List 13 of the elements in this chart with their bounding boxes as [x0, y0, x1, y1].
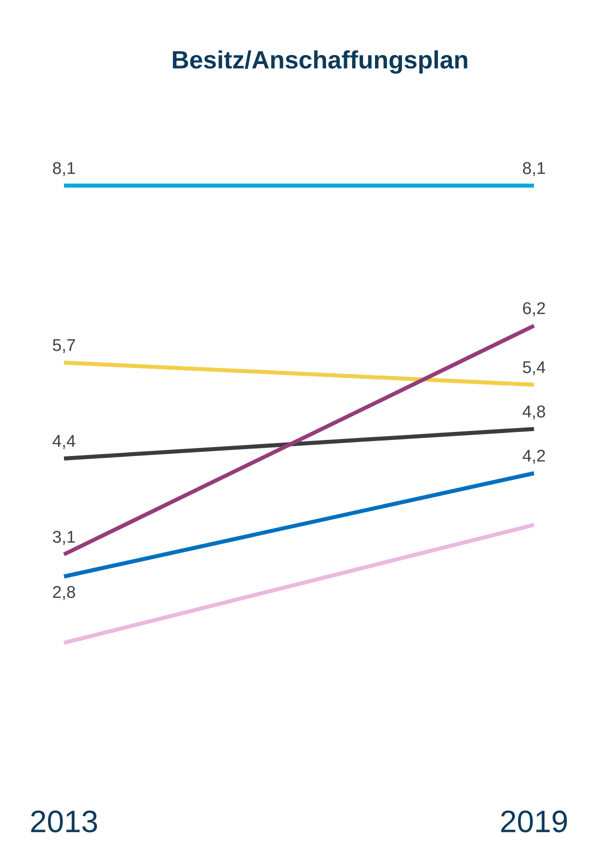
data-label: 4,4 [52, 435, 76, 449]
data-label: 4,8 [522, 405, 546, 420]
x-tick-label: 2019 [501, 810, 567, 832]
data-label: 3,1 [52, 530, 75, 545]
data-label: 6,2 [523, 302, 545, 316]
chart-title: Besitz/Anschaffungsplan [172, 50, 468, 74]
data-label: 8,1 [52, 162, 75, 176]
data-label: 5,4 [522, 361, 546, 376]
data-label: 2,8 [53, 586, 76, 600]
x-tick-label: 2013 [31, 810, 97, 832]
data-label: 4,2 [522, 450, 545, 464]
data-label: 5,7 [52, 339, 75, 354]
data-label: 8,1 [522, 162, 545, 176]
